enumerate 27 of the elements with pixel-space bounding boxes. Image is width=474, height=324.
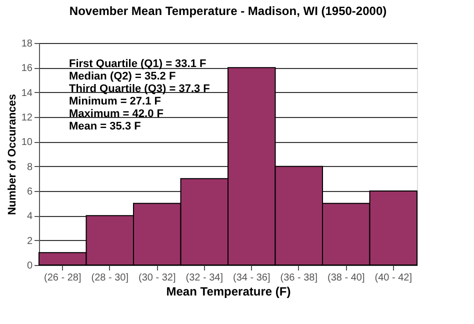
- y-tick-label: 2: [26, 236, 33, 247]
- annotation: Mean = 35.3 F: [69, 120, 142, 132]
- annotation: Third Quartile (Q3) = 37.3 F: [69, 83, 210, 95]
- x-tick-label: (36 - 38]: [280, 272, 318, 284]
- y-tick-label: 14: [21, 88, 33, 99]
- x-tick-label: (26 - 28]: [44, 272, 82, 284]
- annotation: Median (Q2) = 35.2 F: [69, 70, 176, 82]
- y-tick-label: 12: [21, 112, 33, 124]
- y-tick-label: 18: [21, 38, 33, 50]
- y-tick-label: 4: [26, 211, 33, 222]
- x-tick-label: (40 - 42]: [374, 272, 412, 284]
- y-tick-label: 10: [21, 137, 33, 148]
- y-tick-label: 16: [21, 63, 33, 74]
- x-tick-label: (28 - 30]: [91, 272, 129, 284]
- y-tick-label: 0: [26, 260, 33, 272]
- y-axis-title: Number of Occurances: [6, 94, 18, 216]
- annotation: Maximum = 42.0 F: [69, 108, 164, 120]
- x-axis-title: Mean Temperature (F): [166, 284, 291, 298]
- annotation: Minimum = 27.1 F: [69, 96, 162, 108]
- x-tick-label: (34 - 36]: [233, 272, 270, 284]
- x-tick-label: (32 - 34]: [186, 272, 224, 284]
- x-tick-label: (30 - 32]: [138, 272, 176, 284]
- y-tick-label: 6: [26, 186, 33, 198]
- annotation: First Quartile (Q1) = 33.1 F: [69, 58, 207, 70]
- x-tick-label: (38 - 40]: [328, 272, 365, 284]
- y-tick-label: 8: [26, 162, 33, 173]
- chart-title: November Mean Temperature - Madison, WI (1950-2000): [69, 4, 387, 18]
